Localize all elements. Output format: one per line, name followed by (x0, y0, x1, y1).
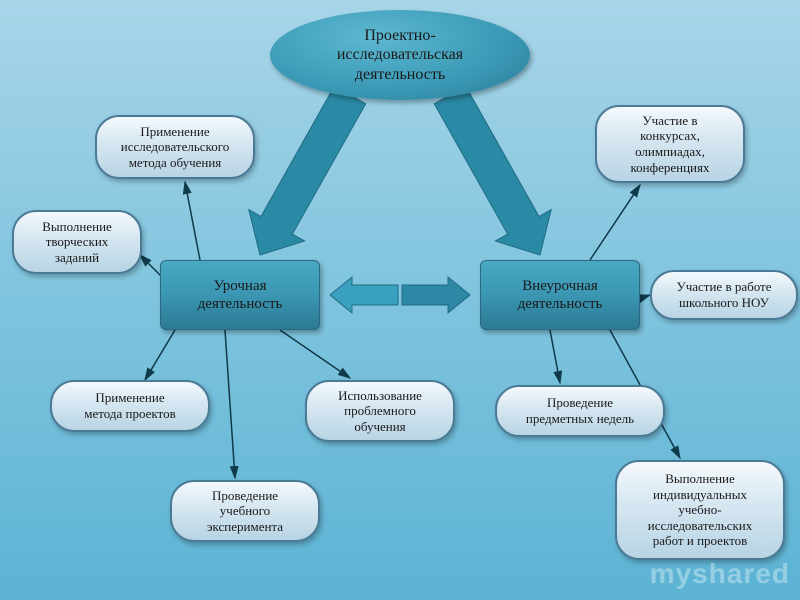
pill-project-method: Применениеметода проектов (50, 380, 210, 432)
pill-label: Применениеисследовательскогометода обуче… (121, 124, 229, 171)
pill-research-method: Применениеисследовательскогометода обуче… (95, 115, 255, 179)
left-main-label: Урочнаядеятельность (198, 277, 283, 313)
pill-nou: Участие в работешкольного НОУ (650, 270, 798, 320)
pill-label: Применениеметода проектов (84, 390, 175, 421)
pill-problem: Использованиепроблемногообучения (305, 380, 455, 442)
pill-label: Участие в работешкольного НОУ (677, 279, 772, 310)
pill-experiment: Проведениеучебногоэксперимента (170, 480, 320, 542)
right-main-label: Внеурочнаядеятельность (518, 277, 603, 313)
pill-weeks: Проведениепредметных недель (495, 385, 665, 437)
watermark: myshared (650, 558, 790, 590)
pill-label: Участие вконкурсах,олимпиадах,конференци… (631, 113, 710, 175)
pill-contests: Участие вконкурсах,олимпиадах,конференци… (595, 105, 745, 183)
pill-label: Выполнениеиндивидуальныхучебно-исследова… (648, 471, 753, 549)
left-main-rect: Урочнаядеятельность (160, 260, 320, 330)
pill-label: Использованиепроблемногообучения (338, 388, 422, 435)
pill-label: Проведениеучебногоэксперимента (207, 488, 283, 535)
right-main-rect: Внеурочнаядеятельность (480, 260, 640, 330)
central-ellipse: Проектно-исследовательскаядеятельность (270, 10, 530, 100)
pill-label: Проведениепредметных недель (526, 395, 634, 426)
central-label: Проектно-исследовательскаядеятельность (337, 26, 463, 84)
pill-label: Выполнениетворческихзаданий (42, 219, 112, 266)
pill-creative: Выполнениетворческихзаданий (12, 210, 142, 274)
pill-individual: Выполнениеиндивидуальныхучебно-исследова… (615, 460, 785, 560)
